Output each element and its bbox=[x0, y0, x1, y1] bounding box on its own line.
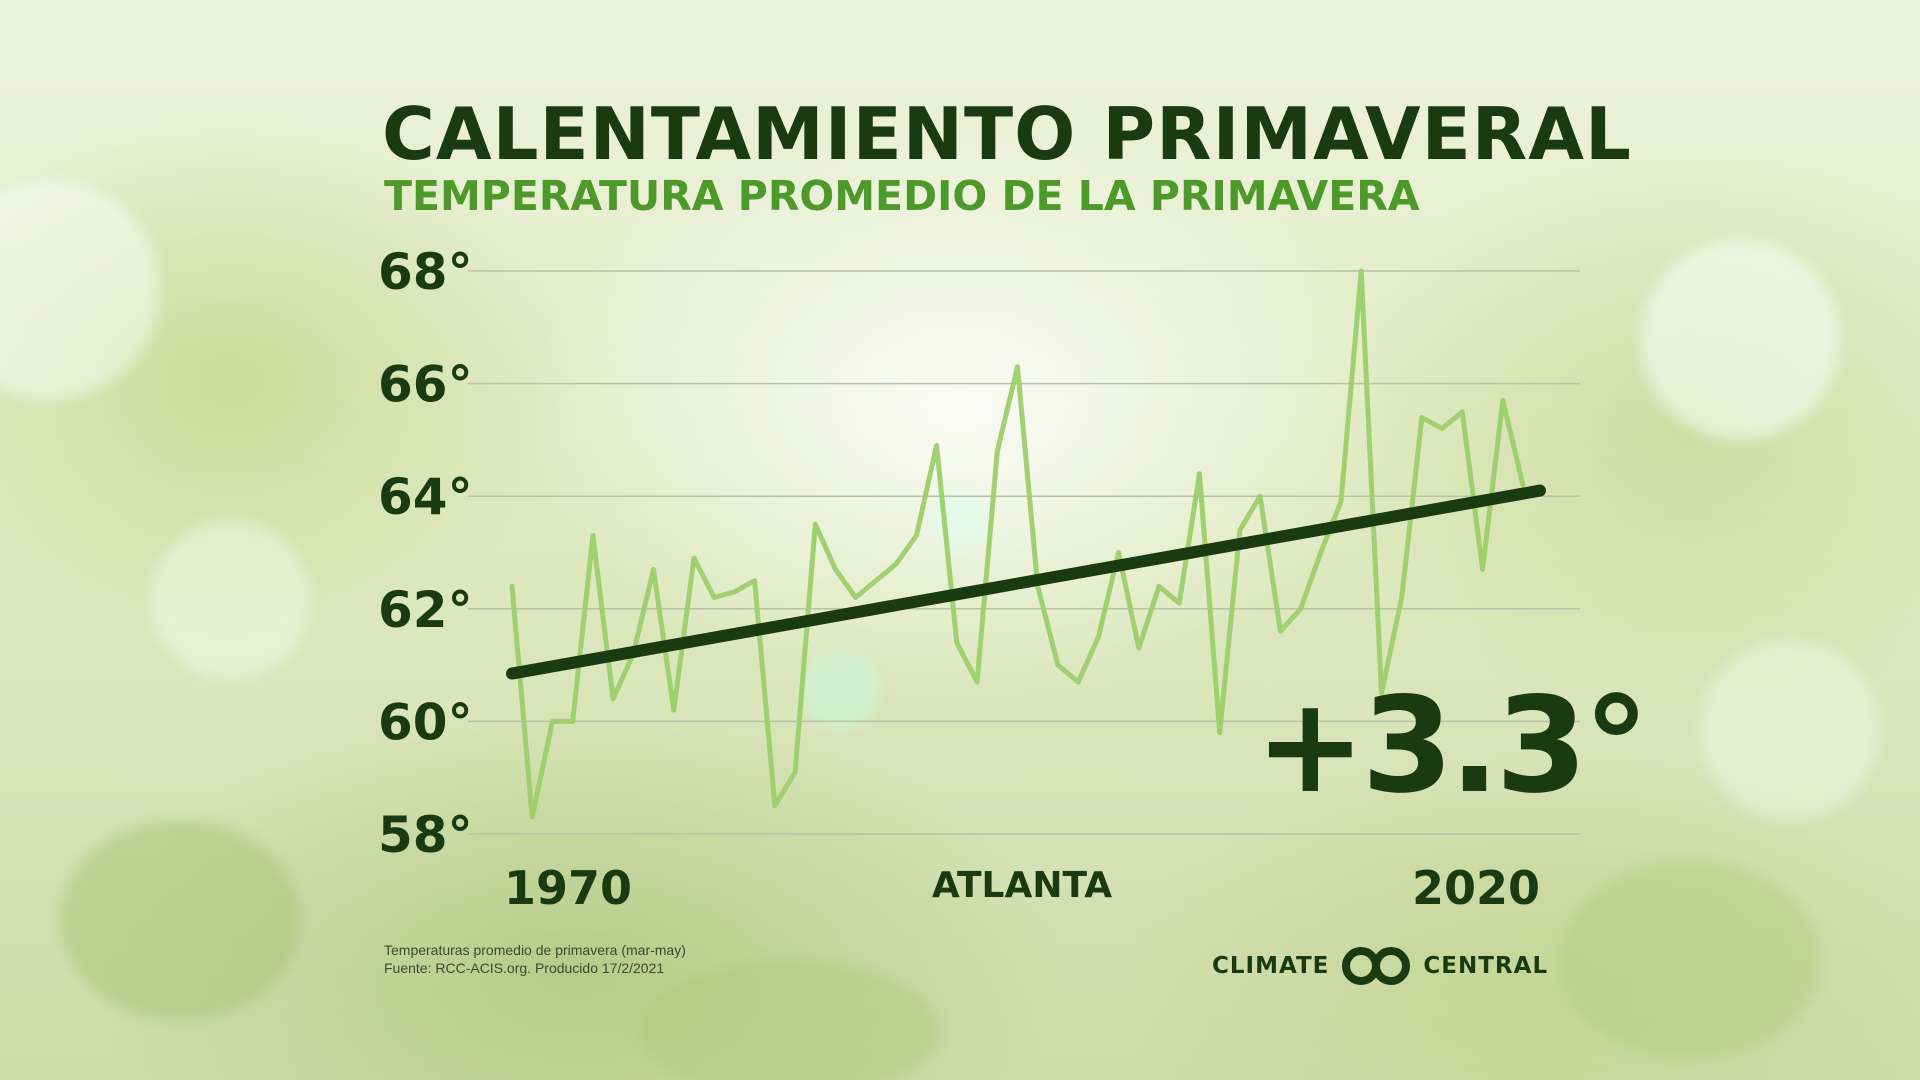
logo-rings-icon bbox=[1342, 947, 1411, 985]
footnote-line-2: Fuente: RCC-ACIS.org. Producido 17/2/202… bbox=[384, 960, 665, 976]
trend-line bbox=[506, 484, 1546, 680]
x-axis-tick-labels: 1970 2020 bbox=[504, 861, 1540, 915]
chart-subtitle: TEMPERATURA PROMEDIO DE LA PRIMAVERA bbox=[384, 172, 1420, 220]
temperature-series-line bbox=[509, 268, 1526, 820]
y-tick-label: 62° bbox=[378, 581, 473, 639]
footnote-line-1: Temperaturas promedio de primavera (mar-… bbox=[384, 942, 686, 958]
x-tick-label: 1970 bbox=[504, 861, 632, 915]
y-axis-tick-labels: 58° 60° 62° 64° 66° 68° bbox=[378, 243, 473, 864]
climate-central-logo: CLIMATE CENTRAL bbox=[1212, 946, 1548, 986]
chart-title: CALENTAMIENTO PRIMAVERAL bbox=[382, 92, 1632, 176]
logo-text-right: CENTRAL bbox=[1423, 953, 1549, 979]
logo-text-left: CLIMATE bbox=[1212, 953, 1330, 979]
y-tick-label: 68° bbox=[378, 243, 473, 301]
y-tick-label: 66° bbox=[378, 356, 473, 414]
trend-layer bbox=[506, 484, 1546, 680]
x-tick-label: 2020 bbox=[1412, 861, 1540, 915]
gridlines bbox=[468, 270, 1580, 835]
y-tick-label: 64° bbox=[378, 468, 473, 526]
y-tick-label: 58° bbox=[378, 806, 473, 864]
y-tick-label: 60° bbox=[378, 693, 473, 751]
temperature-change-label: +3.3° bbox=[1255, 669, 1649, 823]
location-label: ATLANTA bbox=[932, 865, 1112, 906]
series-layer bbox=[509, 268, 1526, 820]
